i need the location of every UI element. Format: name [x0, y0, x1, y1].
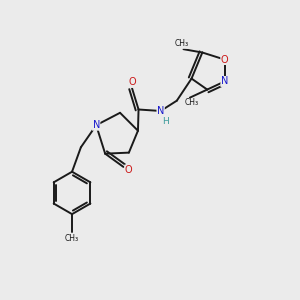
Text: CH₃: CH₃ [175, 39, 189, 48]
Text: O: O [128, 77, 136, 87]
Text: N: N [157, 106, 164, 116]
Text: O: O [125, 165, 133, 175]
Text: N: N [92, 120, 100, 130]
Text: O: O [221, 55, 228, 64]
Text: CH₃: CH₃ [184, 98, 198, 107]
Text: N: N [221, 76, 228, 86]
Text: CH₃: CH₃ [65, 234, 79, 243]
Text: H: H [162, 117, 168, 126]
